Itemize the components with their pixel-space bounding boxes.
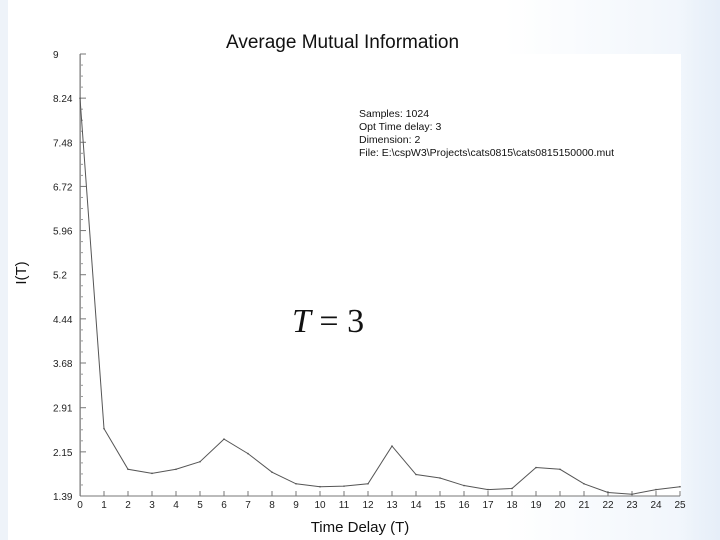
y-tick-label: 9 bbox=[53, 50, 59, 61]
x-tick-label: 25 bbox=[674, 500, 686, 511]
ami-data-point bbox=[559, 468, 561, 471]
ami-data-point bbox=[511, 487, 513, 490]
ami-data-point bbox=[271, 471, 273, 473]
ami-data-point bbox=[463, 484, 465, 487]
x-tick-label: 21 bbox=[578, 500, 590, 511]
ami-series-line bbox=[79, 98, 681, 495]
ami-data-point bbox=[247, 452, 249, 455]
x-tick-label: 8 bbox=[269, 500, 275, 511]
chart-title: Average Mutual Information bbox=[226, 32, 460, 53]
ami-data-point bbox=[415, 473, 417, 476]
ami-data-point bbox=[679, 485, 681, 488]
ami-data-point bbox=[295, 483, 297, 485]
x-tick-label: 0 bbox=[77, 500, 83, 511]
x-tick-label: 14 bbox=[410, 500, 422, 511]
plot-area bbox=[80, 54, 681, 496]
ami-data-point bbox=[223, 438, 225, 440]
x-tick-label: 18 bbox=[506, 500, 518, 511]
x-tick-label: 3 bbox=[149, 500, 155, 511]
x-tick-label: 1 bbox=[101, 500, 107, 511]
ami-data-point bbox=[343, 485, 345, 487]
ami-data-point bbox=[103, 427, 105, 430]
y-tick-label: 8.24 bbox=[53, 94, 73, 105]
x-tick-label: 12 bbox=[362, 500, 374, 511]
ami-data-point bbox=[199, 460, 201, 463]
x-axis-title: Time Delay (T) bbox=[311, 519, 410, 536]
y-tick-label: 5.96 bbox=[53, 227, 73, 238]
delay-annotation: T = 3 bbox=[292, 303, 364, 341]
ami-data-point bbox=[487, 488, 489, 491]
x-tick-label: 24 bbox=[650, 500, 662, 511]
slide-left-strip bbox=[0, 0, 8, 540]
x-tick-label: 13 bbox=[386, 500, 398, 511]
annotation-eq: = 3 bbox=[310, 303, 365, 340]
y-tick-label: 6.72 bbox=[53, 182, 73, 193]
x-tick-label: 5 bbox=[197, 500, 203, 511]
ami-data-point bbox=[631, 493, 633, 496]
ami-data-point bbox=[79, 97, 81, 99]
y-axis-title: I(T) bbox=[13, 261, 30, 284]
ami-data-point bbox=[535, 466, 537, 469]
ami-data-point bbox=[391, 445, 393, 447]
x-tick-label: 2 bbox=[125, 500, 131, 511]
y-tick-label: 3.68 bbox=[53, 359, 73, 370]
x-tick-label: 17 bbox=[482, 500, 494, 511]
ami-data-point bbox=[655, 488, 657, 491]
x-tick-label: 11 bbox=[339, 500, 350, 511]
x-tick-label: 7 bbox=[245, 500, 251, 511]
info-opt-delay: Opt Time delay: 3 bbox=[359, 121, 442, 133]
info-file: File: E:\cspW3\Projects\cats0815\cats081… bbox=[359, 147, 615, 159]
y-tick-label: 4.44 bbox=[53, 315, 73, 326]
ami-data-point bbox=[439, 477, 441, 479]
ami-data-point bbox=[175, 468, 177, 471]
ami-data-point bbox=[151, 472, 153, 475]
y-tick-label: 5.2 bbox=[53, 271, 67, 282]
ami-data-point bbox=[607, 491, 609, 494]
slide-right-strip bbox=[680, 0, 720, 540]
x-tick-label: 19 bbox=[530, 500, 542, 511]
info-dimension: Dimension: 2 bbox=[359, 134, 421, 146]
x-tick-label: 15 bbox=[434, 500, 446, 511]
x-tick-label: 16 bbox=[458, 500, 470, 511]
x-tick-label: 10 bbox=[314, 500, 326, 511]
x-tick-label: 22 bbox=[602, 500, 614, 511]
y-tick-label: 1.39 bbox=[53, 492, 73, 503]
ami-data-point bbox=[583, 483, 585, 485]
info-samples: Samples: 1024 bbox=[359, 108, 430, 120]
x-tick-label: 23 bbox=[626, 500, 638, 511]
annotation-lhs: T bbox=[292, 303, 311, 340]
ami-data-point bbox=[127, 468, 129, 471]
x-tick-label: 20 bbox=[554, 500, 566, 511]
x-tick-label: 9 bbox=[293, 500, 299, 511]
y-tick-label: 2.15 bbox=[53, 448, 73, 459]
x-tick-label: 6 bbox=[221, 500, 227, 511]
y-tick-label: 2.91 bbox=[53, 404, 73, 415]
ami-data-point bbox=[319, 485, 321, 488]
x-tick-label: 4 bbox=[173, 500, 179, 511]
info-box: Samples: 1024 Opt Time delay: 3 Dimensio… bbox=[359, 108, 614, 160]
ami-data-point bbox=[367, 483, 369, 485]
y-tick-label: 7.48 bbox=[53, 138, 73, 149]
